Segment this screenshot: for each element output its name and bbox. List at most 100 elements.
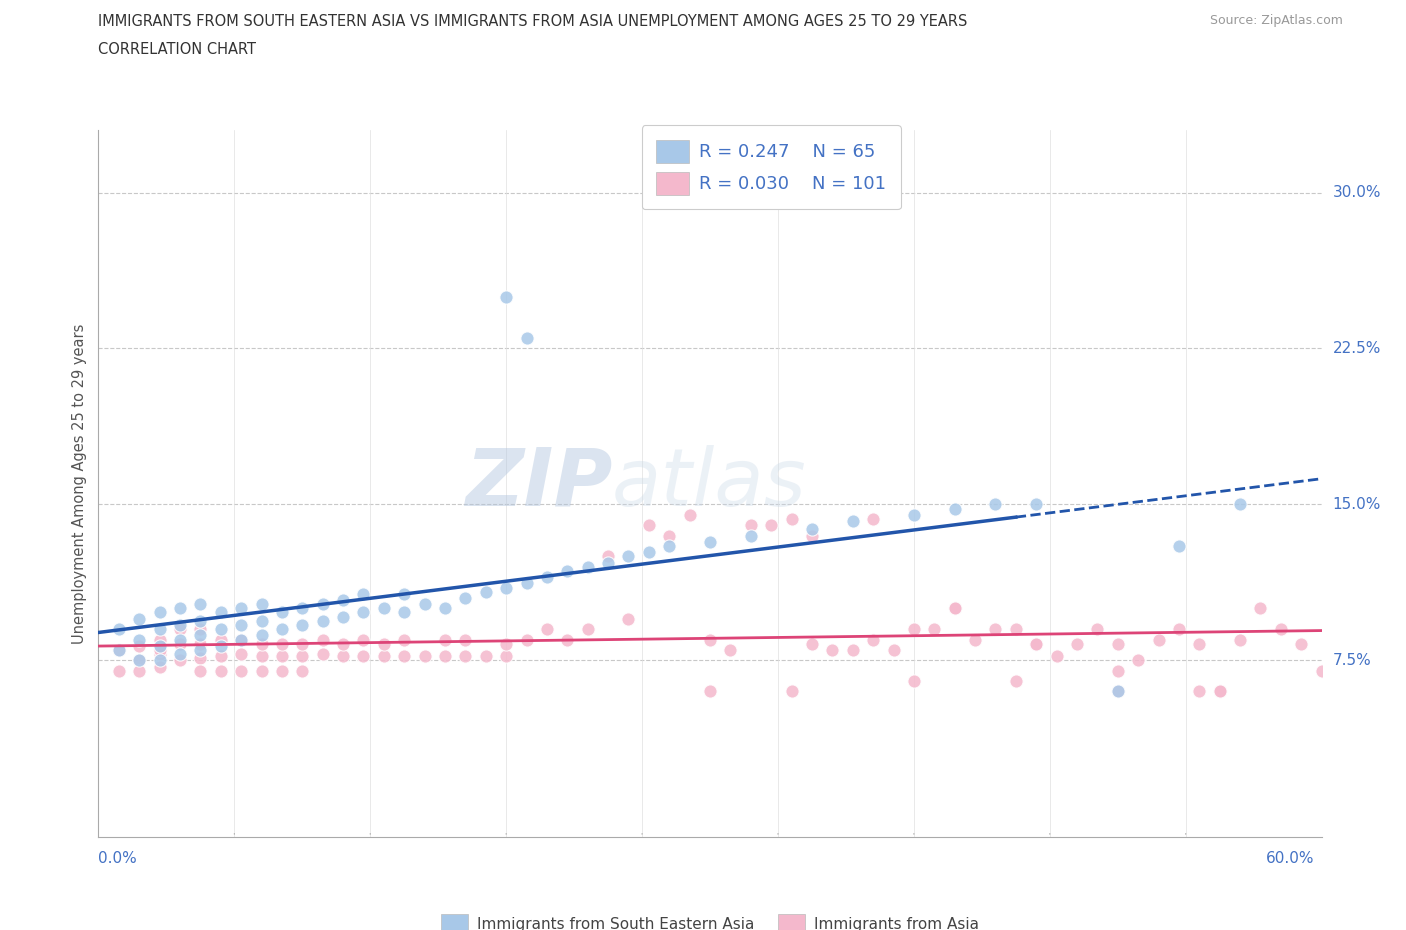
Point — [780, 512, 803, 526]
Point — [699, 535, 721, 550]
Point — [637, 545, 661, 560]
Point — [413, 649, 436, 664]
Point — [312, 597, 335, 612]
Point — [209, 649, 232, 664]
Point — [699, 684, 721, 699]
Point — [188, 651, 212, 666]
Point — [454, 632, 477, 647]
Point — [188, 621, 212, 636]
Point — [740, 518, 762, 533]
Point — [516, 331, 538, 346]
Point — [1229, 632, 1251, 647]
Point — [413, 597, 436, 612]
Point — [169, 632, 191, 647]
Point — [1128, 653, 1150, 668]
Point — [209, 621, 232, 636]
Point — [903, 673, 925, 688]
Point — [1167, 621, 1189, 636]
Point — [434, 601, 457, 616]
Point — [841, 513, 863, 528]
Point — [250, 628, 273, 643]
Point — [128, 663, 150, 678]
Point — [495, 289, 517, 304]
Point — [1085, 621, 1108, 636]
Point — [291, 636, 314, 651]
Point — [495, 636, 517, 651]
Point — [250, 636, 273, 651]
Point — [1291, 636, 1313, 651]
Point — [1025, 636, 1047, 651]
Point — [270, 621, 294, 636]
Point — [149, 632, 172, 647]
Point — [332, 636, 354, 651]
Point — [495, 649, 517, 664]
Legend: Immigrants from South Eastern Asia, Immigrants from Asia: Immigrants from South Eastern Asia, Immi… — [434, 908, 986, 930]
Point — [1107, 663, 1129, 678]
Point — [312, 646, 335, 661]
Point — [188, 663, 212, 678]
Point — [291, 601, 314, 616]
Point — [761, 518, 783, 533]
Text: 0.0%: 0.0% — [98, 851, 138, 866]
Point — [169, 653, 191, 668]
Point — [149, 643, 172, 658]
Point — [128, 653, 150, 668]
Point — [270, 663, 294, 678]
Point — [392, 632, 416, 647]
Point — [984, 621, 1007, 636]
Point — [1147, 632, 1170, 647]
Point — [312, 632, 335, 647]
Point — [555, 632, 579, 647]
Point — [474, 649, 498, 664]
Point — [352, 605, 374, 620]
Point — [149, 621, 172, 636]
Point — [128, 638, 150, 653]
Point — [332, 592, 354, 607]
Point — [434, 649, 457, 664]
Point — [598, 555, 620, 570]
Point — [780, 684, 803, 699]
Point — [576, 559, 599, 574]
Text: 15.0%: 15.0% — [1333, 497, 1381, 512]
Point — [943, 501, 966, 516]
Text: Source: ZipAtlas.com: Source: ZipAtlas.com — [1209, 14, 1343, 27]
Point — [108, 663, 131, 678]
Point — [188, 628, 212, 643]
Point — [231, 618, 253, 632]
Point — [149, 646, 172, 661]
Point — [658, 528, 681, 543]
Text: atlas: atlas — [612, 445, 807, 523]
Point — [1249, 601, 1271, 616]
Point — [352, 586, 374, 601]
Point — [801, 636, 824, 651]
Point — [740, 528, 762, 543]
Point — [332, 649, 354, 664]
Point — [149, 638, 172, 653]
Point — [188, 614, 212, 629]
Point — [169, 621, 191, 636]
Point — [984, 497, 1007, 512]
Point — [1270, 621, 1292, 636]
Point — [576, 621, 599, 636]
Point — [883, 643, 905, 658]
Point — [617, 611, 640, 626]
Point — [231, 601, 253, 616]
Point — [209, 638, 232, 653]
Point — [169, 636, 191, 651]
Point — [231, 632, 253, 647]
Point — [108, 643, 131, 658]
Point — [1107, 636, 1129, 651]
Text: CORRELATION CHART: CORRELATION CHART — [98, 42, 256, 57]
Point — [679, 508, 702, 523]
Point — [922, 621, 945, 636]
Point — [1066, 636, 1088, 651]
Point — [188, 636, 212, 651]
Point — [250, 597, 273, 612]
Point — [392, 649, 416, 664]
Point — [209, 632, 232, 647]
Point — [637, 518, 661, 533]
Point — [128, 632, 150, 647]
Point — [1107, 684, 1129, 699]
Point — [1004, 621, 1026, 636]
Point — [209, 605, 232, 620]
